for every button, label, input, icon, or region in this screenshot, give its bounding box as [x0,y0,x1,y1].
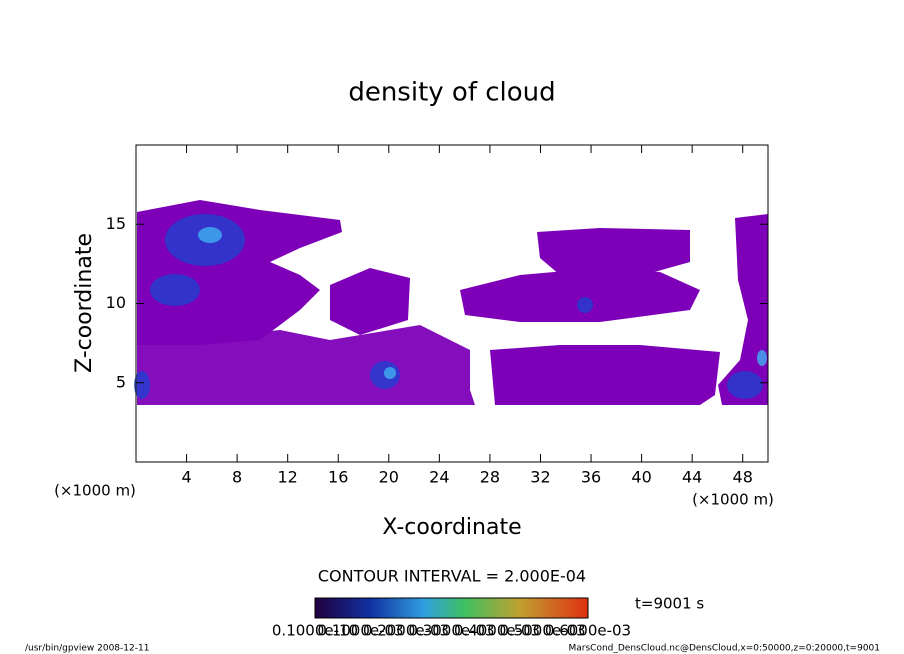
x-unit: (×1000 m) [54,482,136,500]
y-tick-label: 5 [116,372,126,391]
colorbar-label: 0.5000e-03 [499,622,585,640]
y-tick-label: 15 [106,214,126,233]
time-label: t=9001 s [635,595,704,613]
y-tick-label: 10 [106,293,126,312]
x-tick-label: 12 [278,468,298,487]
x-tick-label: 24 [429,468,449,487]
y-axis-label: Z-coordinate [72,233,97,373]
colorbar-label: 0.2000e-03 [363,622,449,640]
x-tick-label: 32 [530,468,550,487]
x-tick-label: 8 [232,468,242,487]
x-tick-label: 16 [328,468,348,487]
x-axis-label: X-coordinate [382,515,521,540]
x-tick-label: 20 [379,468,399,487]
footer-left: /usr/bin/gpview 2008-12-11 [25,644,149,654]
footer-right: MarsCond_DensCloud.nc@DensCloud,x=0:5000… [569,644,881,654]
colorbar-label: 0.3000e-03 [408,622,494,640]
x-tick-label: 28 [480,468,500,487]
chart-title: density of cloud [348,78,555,108]
x-tick-label: 48 [733,468,753,487]
colorbar [314,597,589,619]
x-tick-label: 44 [682,468,702,487]
contour-interval: CONTOUR INTERVAL = 2.000E-04 [318,567,586,586]
colorbar-label: 0.1000e-03 [317,622,403,640]
cloud-core [134,214,763,399]
cloud-peak [198,227,767,379]
x-tick-label: 4 [181,468,191,487]
x-tick-label: 40 [631,468,651,487]
y-unit: (×1000 m) [692,491,774,509]
colorbar-label: 0.4000e-03 [454,622,540,640]
x-tick-label: 36 [581,468,601,487]
colorbar-label: 0.6000e-03 [545,622,631,640]
colorbar-label: 0.1000e-10 [272,622,358,640]
